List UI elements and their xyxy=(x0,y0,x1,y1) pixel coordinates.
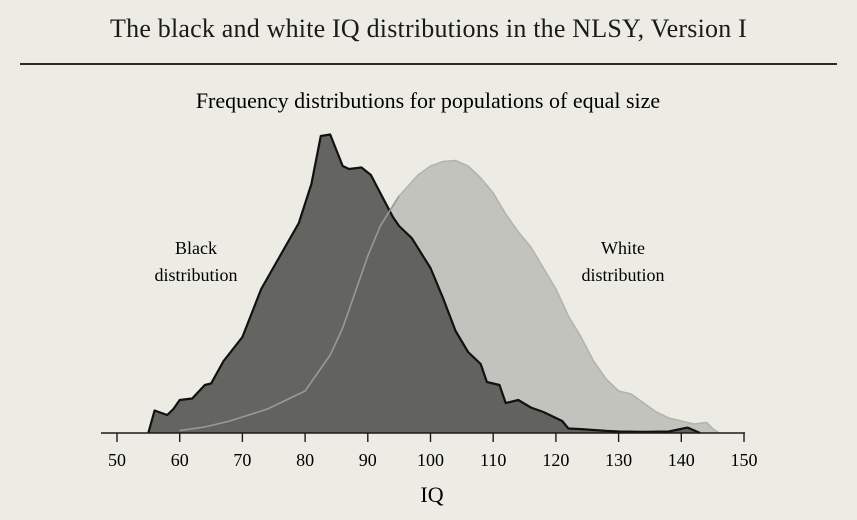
x-tick-label-150: 150 xyxy=(731,450,758,470)
white-series-label-line-2: distribution xyxy=(581,265,664,285)
white-distribution-overlap-line xyxy=(179,195,400,432)
x-tick-label-140: 140 xyxy=(668,450,695,470)
black-distribution-line xyxy=(147,133,701,435)
x-tick-label-130: 130 xyxy=(605,450,632,470)
x-tick-label-90: 90 xyxy=(359,450,377,470)
x-axis-label: IQ xyxy=(420,482,443,507)
x-tick-label-80: 80 xyxy=(296,450,314,470)
x-tick-label-110: 110 xyxy=(480,450,506,470)
x-axis-ticks: 50 60 70 80 90 100 110 120 130 140 150 xyxy=(108,433,758,470)
x-tick-label-50: 50 xyxy=(108,450,126,470)
x-tick-label-100: 100 xyxy=(417,450,444,470)
x-tick-label-60: 60 xyxy=(171,450,189,470)
black-series-label-line-1: Black xyxy=(175,238,217,258)
white-series-label: White distribution xyxy=(581,238,664,285)
page-title: The black and white IQ distributions in … xyxy=(110,14,747,43)
x-tick-label-70: 70 xyxy=(233,450,251,470)
white-series-label-line-1: White xyxy=(601,238,645,258)
black-distribution-area xyxy=(148,134,701,433)
black-series-label-line-2: distribution xyxy=(154,265,237,285)
x-tick-label-120: 120 xyxy=(542,450,569,470)
series-layer xyxy=(147,133,720,435)
title-divider xyxy=(20,63,837,65)
black-series-label: Black distribution xyxy=(154,238,237,285)
chart-subtitle: Frequency distributions for populations … xyxy=(196,88,660,113)
